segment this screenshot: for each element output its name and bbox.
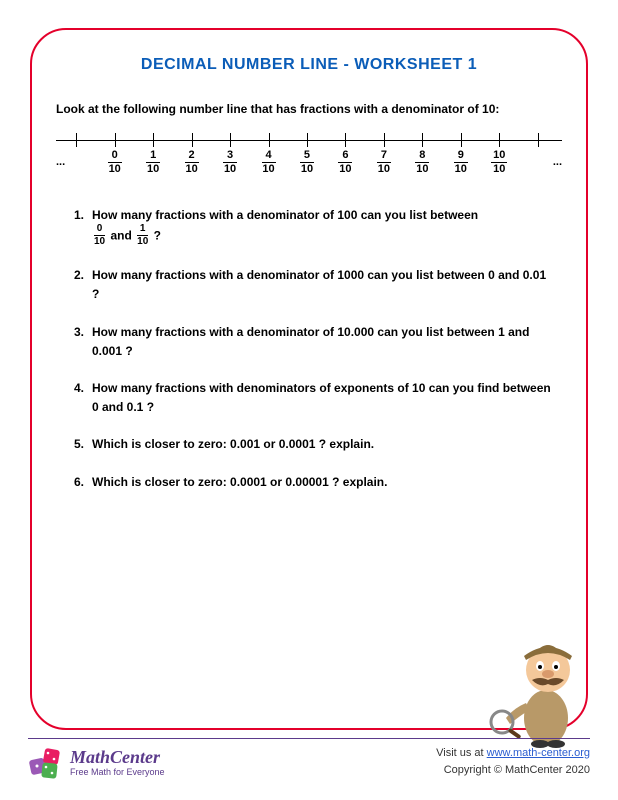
brand-tagline: Free Math for Everyone xyxy=(70,768,165,778)
worksheet-title: DECIMAL NUMBER LINE - WORKSHEET 1 xyxy=(56,56,562,74)
number-line: ... 010110 210310 410510610 710810 9101010 .… xyxy=(56,128,562,184)
nl-fraction-label: 410 xyxy=(253,150,285,175)
question-item: 6.Which is closer to zero: 0.0001 or 0.0… xyxy=(74,473,556,492)
visit-link[interactable]: www.math-center.org xyxy=(487,747,590,759)
inline-fraction: 110 xyxy=(137,224,148,247)
visit-prefix: Visit us at xyxy=(436,747,487,759)
mathcenter-logo-icon xyxy=(28,745,64,781)
question-number: 1. xyxy=(74,206,92,248)
brand-text-block: MathCenter Free Math for Everyone xyxy=(70,748,165,778)
nl-tick xyxy=(115,133,116,147)
worksheet-frame: DECIMAL NUMBER LINE - WORKSHEET 1 Look a… xyxy=(30,28,588,730)
question-number: 3. xyxy=(74,323,92,361)
brand-name: MathCenter xyxy=(70,748,165,768)
question-text: Which is closer to zero: 0.0001 or 0.000… xyxy=(92,473,556,492)
question-item: 1.How many fractions with a denominator … xyxy=(74,206,556,248)
nl-tick xyxy=(499,133,500,147)
nl-left-ellipsis: ... xyxy=(56,156,65,168)
question-number: 6. xyxy=(74,473,92,492)
nl-tick xyxy=(153,133,154,147)
question-item: 3.How many fractions with a denominator … xyxy=(74,323,556,361)
inline-fraction: 010 xyxy=(94,224,105,247)
question-item: 4.How many fractions with denominators o… xyxy=(74,379,556,417)
nl-tick xyxy=(192,133,193,147)
nl-tick xyxy=(307,133,308,147)
nl-fraction-label: 210 xyxy=(176,150,208,175)
question-item: 5.Which is closer to zero: 0.001 or 0.00… xyxy=(74,435,556,454)
question-item: 2.How many fractions with a denominator … xyxy=(74,266,556,304)
nl-fraction-label: 1010 xyxy=(483,150,515,175)
nl-tick xyxy=(538,133,539,147)
nl-tick xyxy=(345,133,346,147)
copyright-text: Copyright © MathCenter 2020 xyxy=(436,762,590,779)
question-text: How many fractions with a denominator of… xyxy=(92,206,556,248)
nl-tick xyxy=(422,133,423,147)
number-line-axis xyxy=(56,140,562,141)
intro-text: Look at the following number line that h… xyxy=(56,102,562,116)
questions-list: 1.How many fractions with a denominator … xyxy=(56,206,562,492)
nl-fraction-label: 010 xyxy=(99,150,131,175)
nl-fraction-label: 310 xyxy=(214,150,246,175)
question-number: 4. xyxy=(74,379,92,417)
nl-fraction-label: 610 xyxy=(329,150,361,175)
nl-tick xyxy=(230,133,231,147)
nl-fraction-label: 910 xyxy=(445,150,477,175)
nl-fraction-label: 810 xyxy=(406,150,438,175)
page-footer: MathCenter Free Math for Everyone Visit … xyxy=(28,738,590,790)
detective-illustration xyxy=(484,608,604,748)
nl-tick xyxy=(384,133,385,147)
footer-right: Visit us at www.math-center.org Copyrigh… xyxy=(436,745,590,778)
nl-tick xyxy=(76,133,77,147)
nl-fraction-label: 710 xyxy=(368,150,400,175)
nl-fraction-label: 510 xyxy=(291,150,323,175)
nl-tick xyxy=(461,133,462,147)
question-text: How many fractions with a denominator of… xyxy=(92,323,556,361)
question-text: How many fractions with a denominator of… xyxy=(92,266,556,304)
question-number: 2. xyxy=(74,266,92,304)
visit-line: Visit us at www.math-center.org xyxy=(436,745,590,762)
nl-fraction-label: 110 xyxy=(137,150,169,175)
nl-right-ellipsis: ... xyxy=(553,156,562,168)
footer-brand: MathCenter Free Math for Everyone xyxy=(28,745,165,781)
nl-tick xyxy=(269,133,270,147)
question-text: Which is closer to zero: 0.001 or 0.0001… xyxy=(92,435,556,454)
question-number: 5. xyxy=(74,435,92,454)
question-text: How many fractions with denominators of … xyxy=(92,379,556,417)
